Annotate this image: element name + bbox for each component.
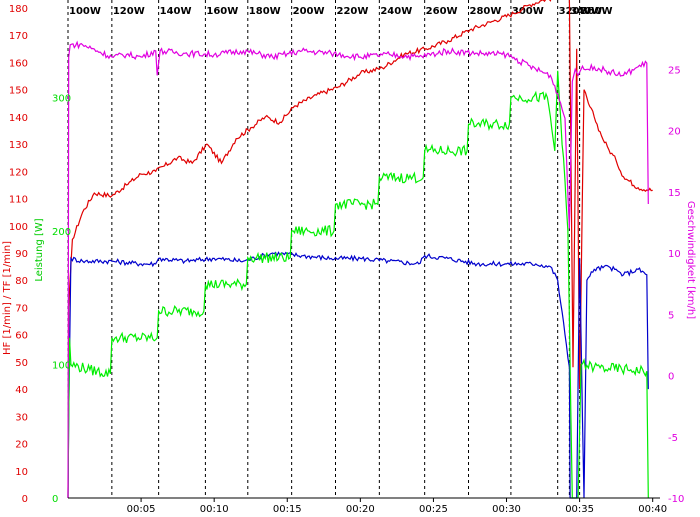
power-axis-title: Leistung [W] [34, 218, 45, 281]
series-geschwindigkeit-line [67, 40, 649, 499]
stage-label: 260W [426, 6, 458, 17]
speed-axis-title: Geschwindigkeit [km/h] [685, 201, 696, 319]
speed-tick-label: 25 [668, 65, 681, 76]
speed-tick-label: 0 [668, 372, 674, 383]
stage-label: 160W [206, 6, 238, 17]
stage-label: 120W [113, 6, 145, 17]
hr-tick-label: 170 [9, 31, 28, 42]
stage-label: 360W [581, 6, 613, 17]
hr-tick-label: 90 [15, 249, 28, 260]
hr-tick-label: 80 [15, 276, 28, 287]
hr-tick-label: 100 [9, 222, 28, 233]
hr-tick-label: 180 [9, 4, 28, 15]
hr-tick-label: 130 [9, 140, 28, 151]
hr-tick-label: 110 [9, 195, 28, 206]
stage-label: 180W [249, 6, 281, 17]
hr-tick-label: 60 [15, 331, 28, 342]
x-tick-label: 00:15 [273, 504, 302, 515]
speed-tick-label: 5 [668, 310, 674, 321]
series-herzfrequenz-line [67, 0, 653, 499]
hr-tick-label: 160 [9, 58, 28, 69]
x-tick-label: 00:05 [127, 504, 156, 515]
x-tick-label: 00:10 [200, 504, 229, 515]
stage-label: 240W [380, 6, 412, 17]
speed-axis-ticks: -10 -5 0 5 10 15 20 25 [668, 65, 684, 505]
series-leistung-line [67, 70, 649, 499]
hr-tick-label: 30 [15, 412, 28, 423]
stage-label: 220W [336, 6, 368, 17]
power-tick-label: 200 [52, 227, 71, 238]
stage-label: 140W [160, 6, 192, 17]
speed-tick-label: -5 [668, 433, 678, 444]
hr-tick-label: 50 [15, 358, 28, 369]
power-tick-label: 300 [52, 93, 71, 104]
hr-tick-label: 0 [22, 494, 28, 505]
stage-label: 280W [470, 6, 502, 17]
speed-tick-label: 20 [668, 127, 681, 138]
hr-tick-label: 10 [15, 467, 28, 478]
x-tick-label: 00:30 [492, 504, 521, 515]
stage-label: 320W [559, 6, 591, 17]
hr-tick-label: 140 [9, 113, 28, 124]
hr-tick-label: 20 [15, 440, 28, 451]
hr-axis-ticks: 0 10 20 30 40 50 60 70 80 90 100 110 120 130 140 150 160… [9, 4, 28, 505]
hr-tick-label: 150 [9, 86, 28, 97]
hr-tick-label: 70 [15, 303, 28, 314]
stage-labels: 100W 120W 140W 160W 180W 200W 220W 240W 260W 280W… [69, 6, 613, 17]
x-tick-label: 00:20 [346, 504, 375, 515]
stage-label: 300W [512, 6, 544, 17]
hr-tick-label: 120 [9, 167, 28, 178]
speed-tick-label: -10 [668, 494, 684, 505]
hr-axis-title: HF [1/min] / TF [1/min] [2, 241, 13, 355]
stage-lines [67, 0, 581, 498]
stage-label: 340W [570, 6, 602, 17]
speed-tick-label: 15 [668, 188, 681, 199]
hr-tick-label: 40 [15, 385, 28, 396]
series-group [67, 0, 653, 499]
stage-label: 200W [293, 6, 325, 17]
series-trittfrequenz-line [67, 251, 649, 499]
x-tick-labels: 00:05 00:10 00:15 00:20 00:25 00:30 00:35 00:40 [127, 498, 667, 515]
speed-tick-label: 10 [668, 249, 681, 260]
power-tick-label: 100 [52, 360, 71, 371]
power-tick-label: 0 [52, 494, 58, 505]
x-tick-label: 00:40 [638, 504, 667, 515]
x-tick-label: 00:35 [565, 504, 594, 515]
power-axis-ticks: 0 100 200 300 [52, 93, 71, 505]
x-tick-label: 00:25 [419, 504, 448, 515]
stage-label: 100W [69, 6, 101, 17]
